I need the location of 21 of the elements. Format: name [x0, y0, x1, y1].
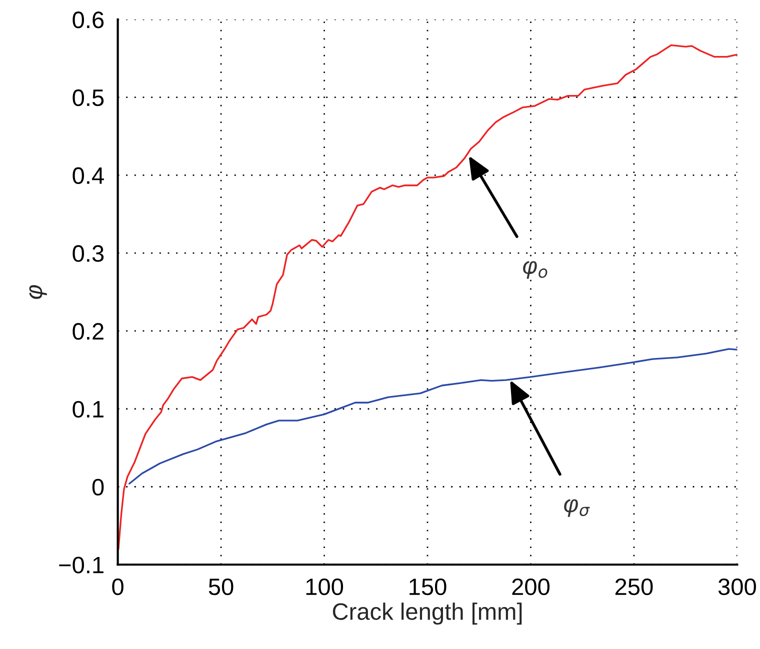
y-tick-label: 0.3 — [72, 245, 104, 262]
x-tick-label: 250 — [615, 578, 653, 596]
line-series — [128, 348, 738, 484]
x-tick-label: 100 — [306, 578, 344, 596]
x-tick-label: 0 — [112, 578, 124, 596]
x-tick-label: 200 — [512, 578, 550, 596]
x-axis-title: Crack length [mm] — [332, 602, 522, 625]
annotation: φ$_{o}$ — [523, 261, 548, 279]
y-tick-label: 0.2 — [72, 323, 104, 340]
y-tick-label: 0.5 — [72, 89, 104, 106]
x-tick-label: 50 — [208, 578, 234, 596]
line-series — [118, 44, 738, 550]
annotation: φ$_{σ}$ — [564, 499, 590, 517]
y-axis-title: φ — [29, 285, 47, 299]
y-tick-label: 0 — [92, 478, 104, 496]
y-tick-label: 0.4 — [72, 167, 104, 184]
y-tick-label: 0.1 — [72, 400, 104, 418]
y-tick-label: 0.6 — [72, 12, 104, 28]
x-tick-label: 300 — [718, 578, 756, 596]
x-tick-label: 150 — [410, 578, 446, 596]
y-tick-label: −0.1 — [59, 556, 104, 574]
